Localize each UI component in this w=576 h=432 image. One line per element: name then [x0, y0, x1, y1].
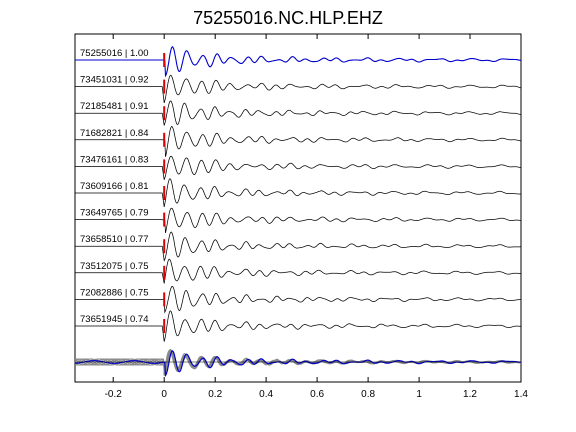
trace-label: 73651945 | 0.74	[80, 314, 149, 325]
x-tick-label: 0.8	[361, 389, 375, 400]
x-tick-label: 1.2	[463, 389, 477, 400]
overlay-traces	[74, 348, 522, 377]
trace-label: 72185481 | 0.91	[80, 101, 149, 112]
trace-line	[75, 310, 522, 342]
x-axis: -0.2 0 0.2 0.4 0.6 0.8 1 1.2 1.4	[105, 34, 528, 400]
trace-line	[75, 126, 522, 157]
trace-line	[75, 231, 521, 262]
trace-line	[75, 178, 521, 207]
trace-label: 73476161 | 0.83	[80, 154, 149, 165]
trace-line	[75, 46, 522, 78]
trace-label: 73649765 | 0.79	[80, 208, 149, 219]
trace-line	[75, 258, 521, 284]
overlay-trace-line	[75, 350, 522, 377]
traces-layer	[75, 46, 522, 342]
x-tick-label: 0	[161, 389, 167, 400]
trace-labels: 75255016 | 1.00 73451031 | 0.92 72185481 |…	[80, 48, 149, 325]
trace-label: 72082886 | 0.75	[80, 287, 149, 298]
x-tick-label: 1	[416, 389, 422, 400]
trace-line	[75, 155, 522, 180]
trace-label: 73658510 | 0.77	[80, 234, 149, 245]
x-tick-label: 0.6	[310, 389, 324, 400]
trace-line	[75, 285, 521, 314]
trace-label: 73512075 | 0.75	[80, 261, 149, 272]
trace-line	[75, 74, 522, 104]
x-tick-label: 0.4	[259, 389, 273, 400]
x-tick-label: -0.2	[105, 389, 123, 400]
x-tick-label: 0.2	[208, 389, 222, 400]
trace-line	[75, 207, 522, 234]
trace-line	[75, 100, 522, 126]
trace-label: 75255016 | 1.00	[80, 48, 149, 59]
trace-label: 71682821 | 0.84	[80, 128, 149, 139]
x-tick-label: 1.4	[514, 389, 528, 400]
plot-frame	[74, 33, 522, 383]
chart-title: 75255016.NC.HLP.EHZ	[193, 8, 383, 28]
trace-label: 73451031 | 0.92	[80, 75, 149, 86]
trace-label: 73609166 | 0.81	[80, 181, 149, 192]
